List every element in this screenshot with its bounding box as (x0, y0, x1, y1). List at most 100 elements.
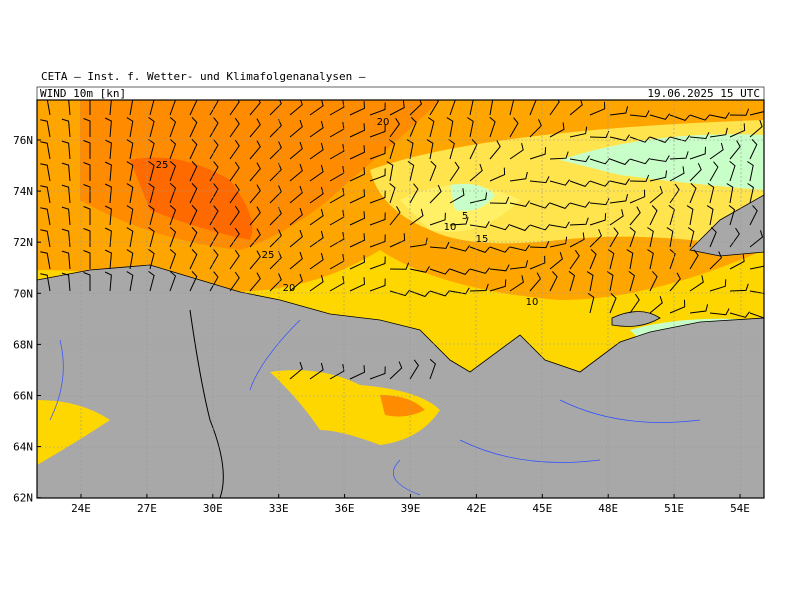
wind-barb (609, 178, 630, 186)
wind-barb (429, 241, 450, 249)
wind-barb (509, 260, 529, 270)
institute-header: CETA – Inst. f. Wetter- und Klimafolgena… (41, 70, 366, 83)
wind-barb (629, 227, 636, 248)
wind-barb (209, 139, 219, 160)
wind-barb (689, 183, 697, 204)
wind-barb (589, 249, 597, 270)
wind-barb (549, 179, 570, 186)
wind-barb (83, 272, 91, 291)
wind-barb (349, 255, 366, 270)
wind-barb (349, 167, 366, 182)
lat-label: 76N (13, 134, 33, 147)
wind-barb (609, 227, 619, 248)
wind-barb (649, 296, 663, 314)
wind-barb (249, 228, 261, 248)
wind-barb (83, 228, 91, 247)
wind-barb (429, 212, 446, 226)
wind-barb (726, 183, 734, 204)
wind-barb (446, 117, 454, 138)
wind-barb (209, 205, 219, 226)
wind-barb (489, 116, 496, 138)
wind-barb (40, 163, 51, 182)
wind-barb (104, 117, 112, 138)
wind-barb (209, 227, 219, 248)
wind-barb (549, 100, 560, 116)
wind-barb (148, 182, 155, 204)
wind-barb (104, 205, 112, 226)
wind-barb (40, 185, 51, 204)
wind-barb (689, 162, 702, 182)
wind-barb (189, 117, 198, 138)
wind-barb (669, 114, 691, 121)
contour-label: 15 (476, 234, 489, 245)
wind-barb (449, 161, 460, 182)
wind-barb (249, 250, 261, 270)
wind-barb (609, 193, 629, 204)
wind-barb (169, 100, 177, 116)
wind-barb (669, 249, 676, 270)
wind-barb (709, 251, 722, 270)
wind-barb (129, 100, 134, 116)
wind-barb (289, 141, 303, 160)
wind-barb (629, 189, 646, 204)
wind-barb (269, 207, 282, 226)
wind-barb (568, 270, 576, 292)
wind-barb (649, 170, 668, 182)
wind-barb (669, 135, 691, 142)
wind-barb (589, 101, 606, 116)
wind-barb (706, 205, 714, 226)
contour-label: 10 (526, 297, 539, 308)
contour-label: 5 (462, 211, 468, 222)
wind-barb (189, 205, 198, 226)
wind-barb (628, 271, 635, 292)
wind-barb (649, 185, 663, 204)
wind-barb (169, 205, 177, 226)
wind-barb (629, 136, 650, 143)
wind-barb (229, 227, 240, 248)
wind-barb (448, 139, 455, 160)
wind-barb (586, 271, 594, 292)
wind-barb (229, 117, 240, 138)
lat-label: 62N (13, 492, 33, 505)
wind-barb (607, 249, 615, 270)
wind-barb (509, 224, 530, 232)
wind-barb (148, 138, 155, 160)
wind-barb (469, 163, 483, 182)
wind-barb (104, 249, 112, 270)
wind-barb (329, 144, 345, 160)
wind-barb (749, 139, 758, 160)
wind-barb (349, 233, 366, 248)
wind-barb (709, 226, 717, 248)
contour-label: 20 (377, 117, 390, 128)
wind-barb (189, 139, 198, 160)
wind-barb (449, 287, 470, 295)
wind-barb (489, 196, 510, 204)
wind-barb (409, 237, 428, 248)
wind-barb (126, 161, 134, 182)
wind-barb (509, 275, 524, 292)
wind-barb (469, 192, 488, 204)
wind-barb (669, 183, 680, 204)
wind-barb (148, 204, 155, 226)
wind-barb (61, 162, 71, 182)
wind-barb (749, 290, 764, 294)
wind-barb (529, 176, 550, 184)
wind-barb (469, 246, 491, 253)
wind-barb (728, 205, 736, 226)
wind-barb (689, 146, 706, 160)
wind-barb (729, 108, 750, 116)
wind-barb (389, 183, 396, 204)
wind-barb (169, 139, 177, 160)
wind-barb (229, 205, 240, 226)
wind-barb (729, 140, 741, 160)
wind-barb (529, 147, 547, 160)
wind-barb (61, 118, 71, 138)
wind-barb (549, 236, 568, 248)
wind-barb (449, 245, 471, 252)
wind-barb (729, 283, 749, 292)
wind-barb (389, 233, 406, 248)
contour-label: 10 (444, 222, 457, 233)
wind-barb (289, 251, 303, 270)
wind-barb (229, 100, 240, 116)
lon-label: 24E (71, 502, 91, 515)
